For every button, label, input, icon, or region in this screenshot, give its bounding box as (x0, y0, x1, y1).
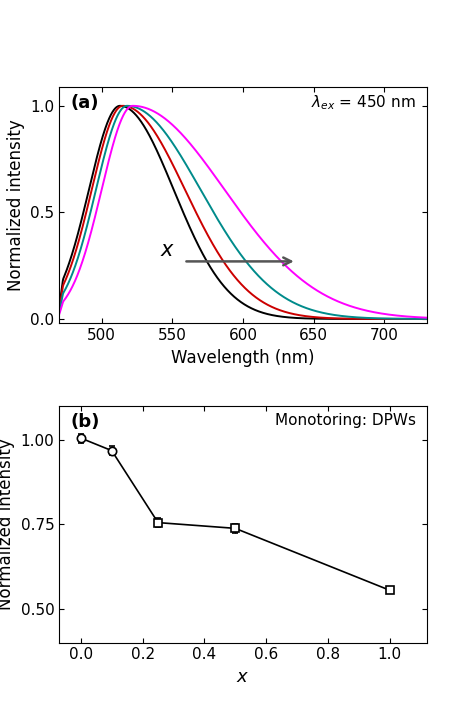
Text: $\lambda_{ex}$ = 450 nm: $\lambda_{ex}$ = 450 nm (311, 94, 416, 113)
Text: Monotoring: DPWs: Monotoring: DPWs (274, 413, 416, 428)
Text: (b): (b) (70, 413, 100, 431)
Text: (a): (a) (70, 94, 99, 112)
Y-axis label: Normalized intensity: Normalized intensity (0, 438, 15, 610)
X-axis label: $x$: $x$ (237, 668, 249, 686)
X-axis label: Wavelength (nm): Wavelength (nm) (171, 349, 315, 367)
Y-axis label: Normalized intensity: Normalized intensity (7, 119, 25, 291)
Text: $x$: $x$ (160, 240, 175, 261)
